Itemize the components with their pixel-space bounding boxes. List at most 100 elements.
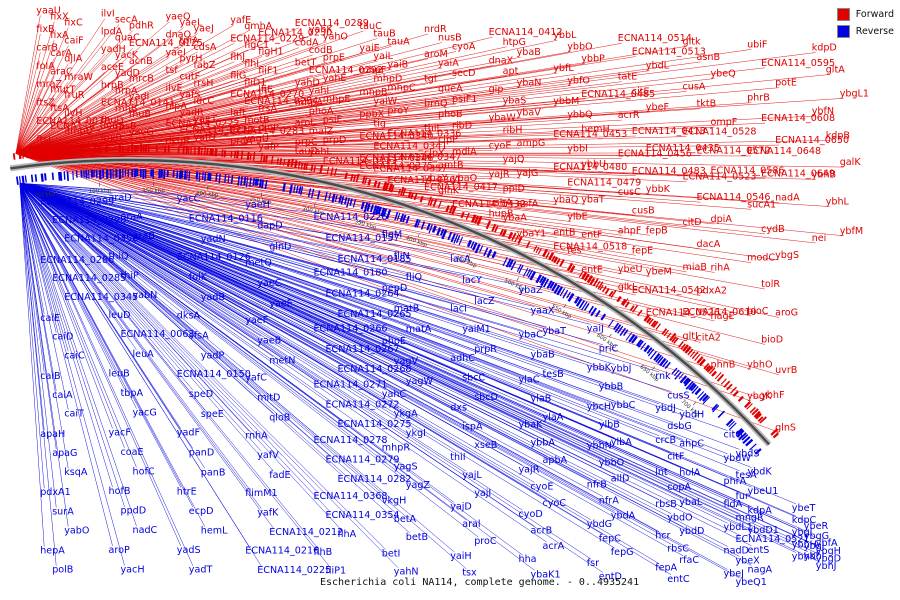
reverse-leader-line <box>19 182 318 269</box>
reverse-gene-label: fepA <box>655 563 677 574</box>
forward-gene-label: gltk <box>683 36 702 47</box>
forward-gene-label: mhpF <box>359 65 386 76</box>
forward-gene-label: ppbX <box>359 109 384 120</box>
forward-gene <box>105 144 108 153</box>
forward-gene-label: mhpD <box>373 74 402 85</box>
reverse-gene <box>243 176 247 186</box>
reverse-leader-line <box>19 183 467 569</box>
forward-gene-label: dkgB <box>166 137 190 148</box>
reverse-gene <box>657 356 664 364</box>
forward-gene <box>21 151 24 159</box>
forward-gene-label: folA <box>36 61 55 72</box>
forward-gene-label: ribD <box>452 120 472 131</box>
forward-gene <box>270 156 274 164</box>
forward-gene-label: yaiW <box>373 96 397 107</box>
reverse-gene-label: betB <box>406 532 428 543</box>
forward-gene-label: ybaW <box>489 112 517 123</box>
forward-gene-label: cyoE <box>489 141 512 152</box>
forward-gene <box>652 321 659 328</box>
forward-leader-line <box>15 15 41 154</box>
forward-gene-label: ybeF <box>646 102 669 113</box>
reverse-leader-line <box>19 182 342 256</box>
forward-gene-label: caiF <box>64 36 83 47</box>
reverse-gene <box>479 245 484 253</box>
forward-leader-line <box>15 33 429 154</box>
reverse-gene <box>340 196 345 205</box>
reverse-gene-label: ybdA <box>611 511 636 522</box>
reverse-gene <box>510 261 517 271</box>
forward-gene <box>473 215 480 224</box>
forward-gene-label: yahO <box>323 32 349 43</box>
reverse-leader-line <box>19 182 467 277</box>
reverse-gene <box>527 269 533 278</box>
reverse-gene <box>127 169 129 177</box>
reverse-gene-label: phrA <box>724 476 747 487</box>
reverse-leader-line <box>19 183 125 331</box>
reverse-gene-label: ybaB <box>531 350 555 361</box>
forward-gene <box>622 298 629 306</box>
forward-gene <box>249 153 252 161</box>
reverse-gene <box>51 172 54 180</box>
reverse-leader-line <box>19 183 137 350</box>
reverse-leader-line <box>19 182 535 351</box>
forward-gene <box>64 145 67 155</box>
reverse-gene-label: ECNA114_0185 <box>338 254 412 265</box>
reverse-leader-line <box>19 182 523 287</box>
kbp-tick <box>693 401 697 406</box>
forward-gene-label: gip <box>489 84 504 95</box>
forward-gene-label: ampD <box>64 126 93 137</box>
kbp-tick <box>516 277 519 282</box>
forward-gene-label: fabZ <box>194 60 216 71</box>
reverse-gene-label: ECNA114_0266 <box>314 324 388 335</box>
forward-gene-label: pyrH <box>180 54 203 65</box>
forward-leader-line <box>15 67 443 154</box>
reverse-leader-line <box>19 183 523 556</box>
reverse-gene-label: glnD <box>269 241 291 252</box>
reverse-gene-label: copA <box>667 482 691 493</box>
reverse-gene-label: yabO <box>64 526 90 537</box>
forward-gene-label: ECNA114_0125 <box>129 38 203 49</box>
reverse-gene <box>295 185 299 194</box>
reverse-leader-line <box>19 183 113 546</box>
reverse-gene <box>754 448 762 455</box>
reverse-gene-label: ispA <box>462 421 483 432</box>
forward-gene <box>31 149 35 158</box>
forward-gene-label: ECNA114_0141 <box>101 98 175 109</box>
forward-leader-line <box>15 81 69 154</box>
forward-gene <box>494 225 499 233</box>
forward-gene-label: ECNA114_0283 <box>230 126 304 137</box>
reverse-gene <box>600 313 607 321</box>
forward-gene <box>303 163 307 170</box>
reverse-leader-line <box>19 182 398 253</box>
reverse-leader-line <box>19 183 672 575</box>
reverse-leader-line <box>19 183 69 527</box>
forward-gene <box>698 358 706 367</box>
forward-gene <box>25 150 29 159</box>
reverse-gene-label: entD <box>599 571 622 582</box>
reverse-gene <box>551 283 558 292</box>
reverse-gene-label: ybeJ <box>724 569 745 580</box>
reverse-leader-line <box>19 183 45 547</box>
forward-gene <box>655 323 661 330</box>
forward-gene <box>749 406 756 414</box>
forward-gene-label: ubiF <box>747 39 767 50</box>
forward-gene-label: yaiL <box>373 51 393 62</box>
forward-gene-label: mutT <box>50 85 75 96</box>
kbp-tick-label: 250 kbp <box>249 197 273 207</box>
reverse-gene <box>95 169 98 178</box>
forward-leader-line <box>15 21 170 154</box>
forward-gene <box>535 246 540 253</box>
reverse-gene-label: lacA <box>450 254 471 265</box>
reverse-gene-label: ECNA114_0278 <box>314 435 388 446</box>
reverse-gene-label: dapD <box>257 221 282 232</box>
forward-gene-label: mhpE <box>323 94 351 105</box>
reverse-gene <box>58 171 61 181</box>
reverse-gene-label: yaeB <box>257 335 281 346</box>
forward-leader-line <box>15 74 830 154</box>
forward-gene <box>682 344 689 352</box>
forward-gene <box>601 285 607 293</box>
forward-gene-label: nusB <box>438 33 462 44</box>
reverse-gene <box>310 188 315 199</box>
forward-leader-line <box>15 85 572 154</box>
reverse-gene-label: dsbG <box>667 421 692 432</box>
